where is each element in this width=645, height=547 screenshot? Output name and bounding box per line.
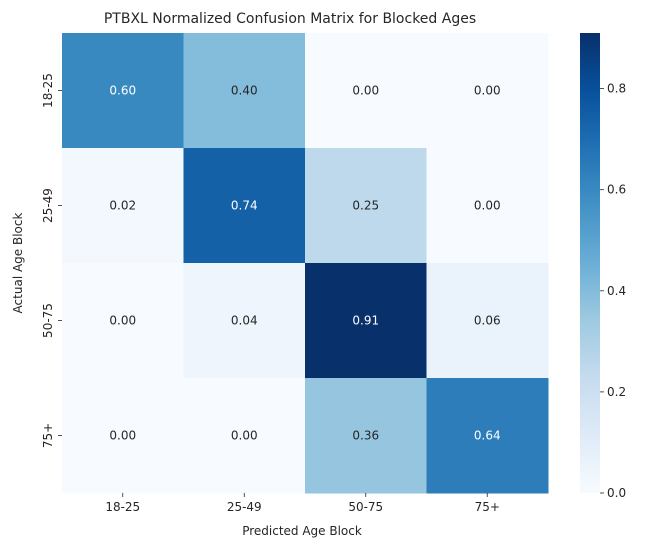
x-axis-label: Predicted Age Block	[242, 524, 362, 538]
heatmap-cells: 0.60 0.40 0.00 0.00 0.02 0.74 0.25 0.00 0.00 0.04…	[62, 33, 549, 494]
heatmap-cell	[426, 378, 549, 494]
colorbar-tick-label: 0.0	[607, 486, 626, 500]
heatmap-cell	[183, 33, 306, 149]
heatmap-cell	[305, 263, 427, 379]
cell-value-label: 0.25	[352, 199, 379, 213]
cell-value-label: 0.91	[352, 314, 379, 328]
chart-title: PTBXL Normalized Confusion Matrix for Bl…	[104, 11, 476, 27]
heatmap-cell	[305, 378, 427, 494]
heatmap-cell	[183, 263, 306, 379]
colorbar-tick-label: 0.4	[607, 284, 626, 298]
colorbar-tick-label: 0.2	[607, 385, 626, 399]
cell-value-label: 0.00	[109, 429, 136, 443]
x-tick-label: 50-75	[348, 500, 383, 514]
heatmap-cell	[305, 33, 427, 149]
cell-value-label: 0.00	[231, 429, 258, 443]
heatmap-cell	[305, 148, 427, 264]
x-tick-label: 18-25	[105, 500, 140, 514]
x-tick-label: 75+	[475, 500, 500, 514]
y-tick-label: 18-25	[41, 73, 55, 108]
cell-value-label: 0.04	[231, 314, 258, 328]
cell-value-label: 0.00	[109, 314, 136, 328]
y-tick-label: 50-75	[41, 303, 55, 338]
cell-value-label: 0.64	[474, 429, 501, 443]
heatmap-cell	[62, 378, 184, 494]
cell-value-label: 0.60	[109, 84, 136, 98]
heatmap-cell	[426, 148, 549, 264]
colorbar-tick-label: 0.6	[607, 183, 626, 197]
y-tick-label: 25-49	[41, 188, 55, 223]
y-axis-ticks: 18-25 25-49 50-75 75+	[41, 73, 62, 448]
cell-value-label: 0.00	[474, 84, 501, 98]
colorbar	[580, 33, 600, 493]
colorbar-tick-label: 0.8	[607, 82, 626, 96]
cell-value-label: 0.40	[231, 84, 258, 98]
heatmap-cell	[183, 148, 306, 264]
cell-value-label: 0.74	[231, 199, 258, 213]
y-tick-label: 75+	[41, 423, 55, 448]
heatmap-cell	[426, 263, 549, 379]
colorbar-ticks: 0.0 0.2 0.4 0.6 0.8	[600, 82, 626, 500]
heatmap-cell	[62, 148, 184, 264]
heatmap-cell	[426, 33, 549, 149]
heatmap-cell	[183, 378, 306, 494]
heatmap-cell	[62, 33, 184, 149]
cell-value-label: 0.06	[474, 314, 501, 328]
cell-value-label: 0.00	[474, 199, 501, 213]
heatmap-cell	[62, 263, 184, 379]
y-axis-label: Actual Age Block	[11, 213, 25, 314]
cell-value-label: 0.36	[352, 429, 379, 443]
cell-value-label: 0.02	[109, 199, 136, 213]
x-axis-ticks: 18-25 25-49 50-75 75+	[105, 493, 500, 514]
x-tick-label: 25-49	[227, 500, 262, 514]
cell-value-label: 0.00	[352, 84, 379, 98]
